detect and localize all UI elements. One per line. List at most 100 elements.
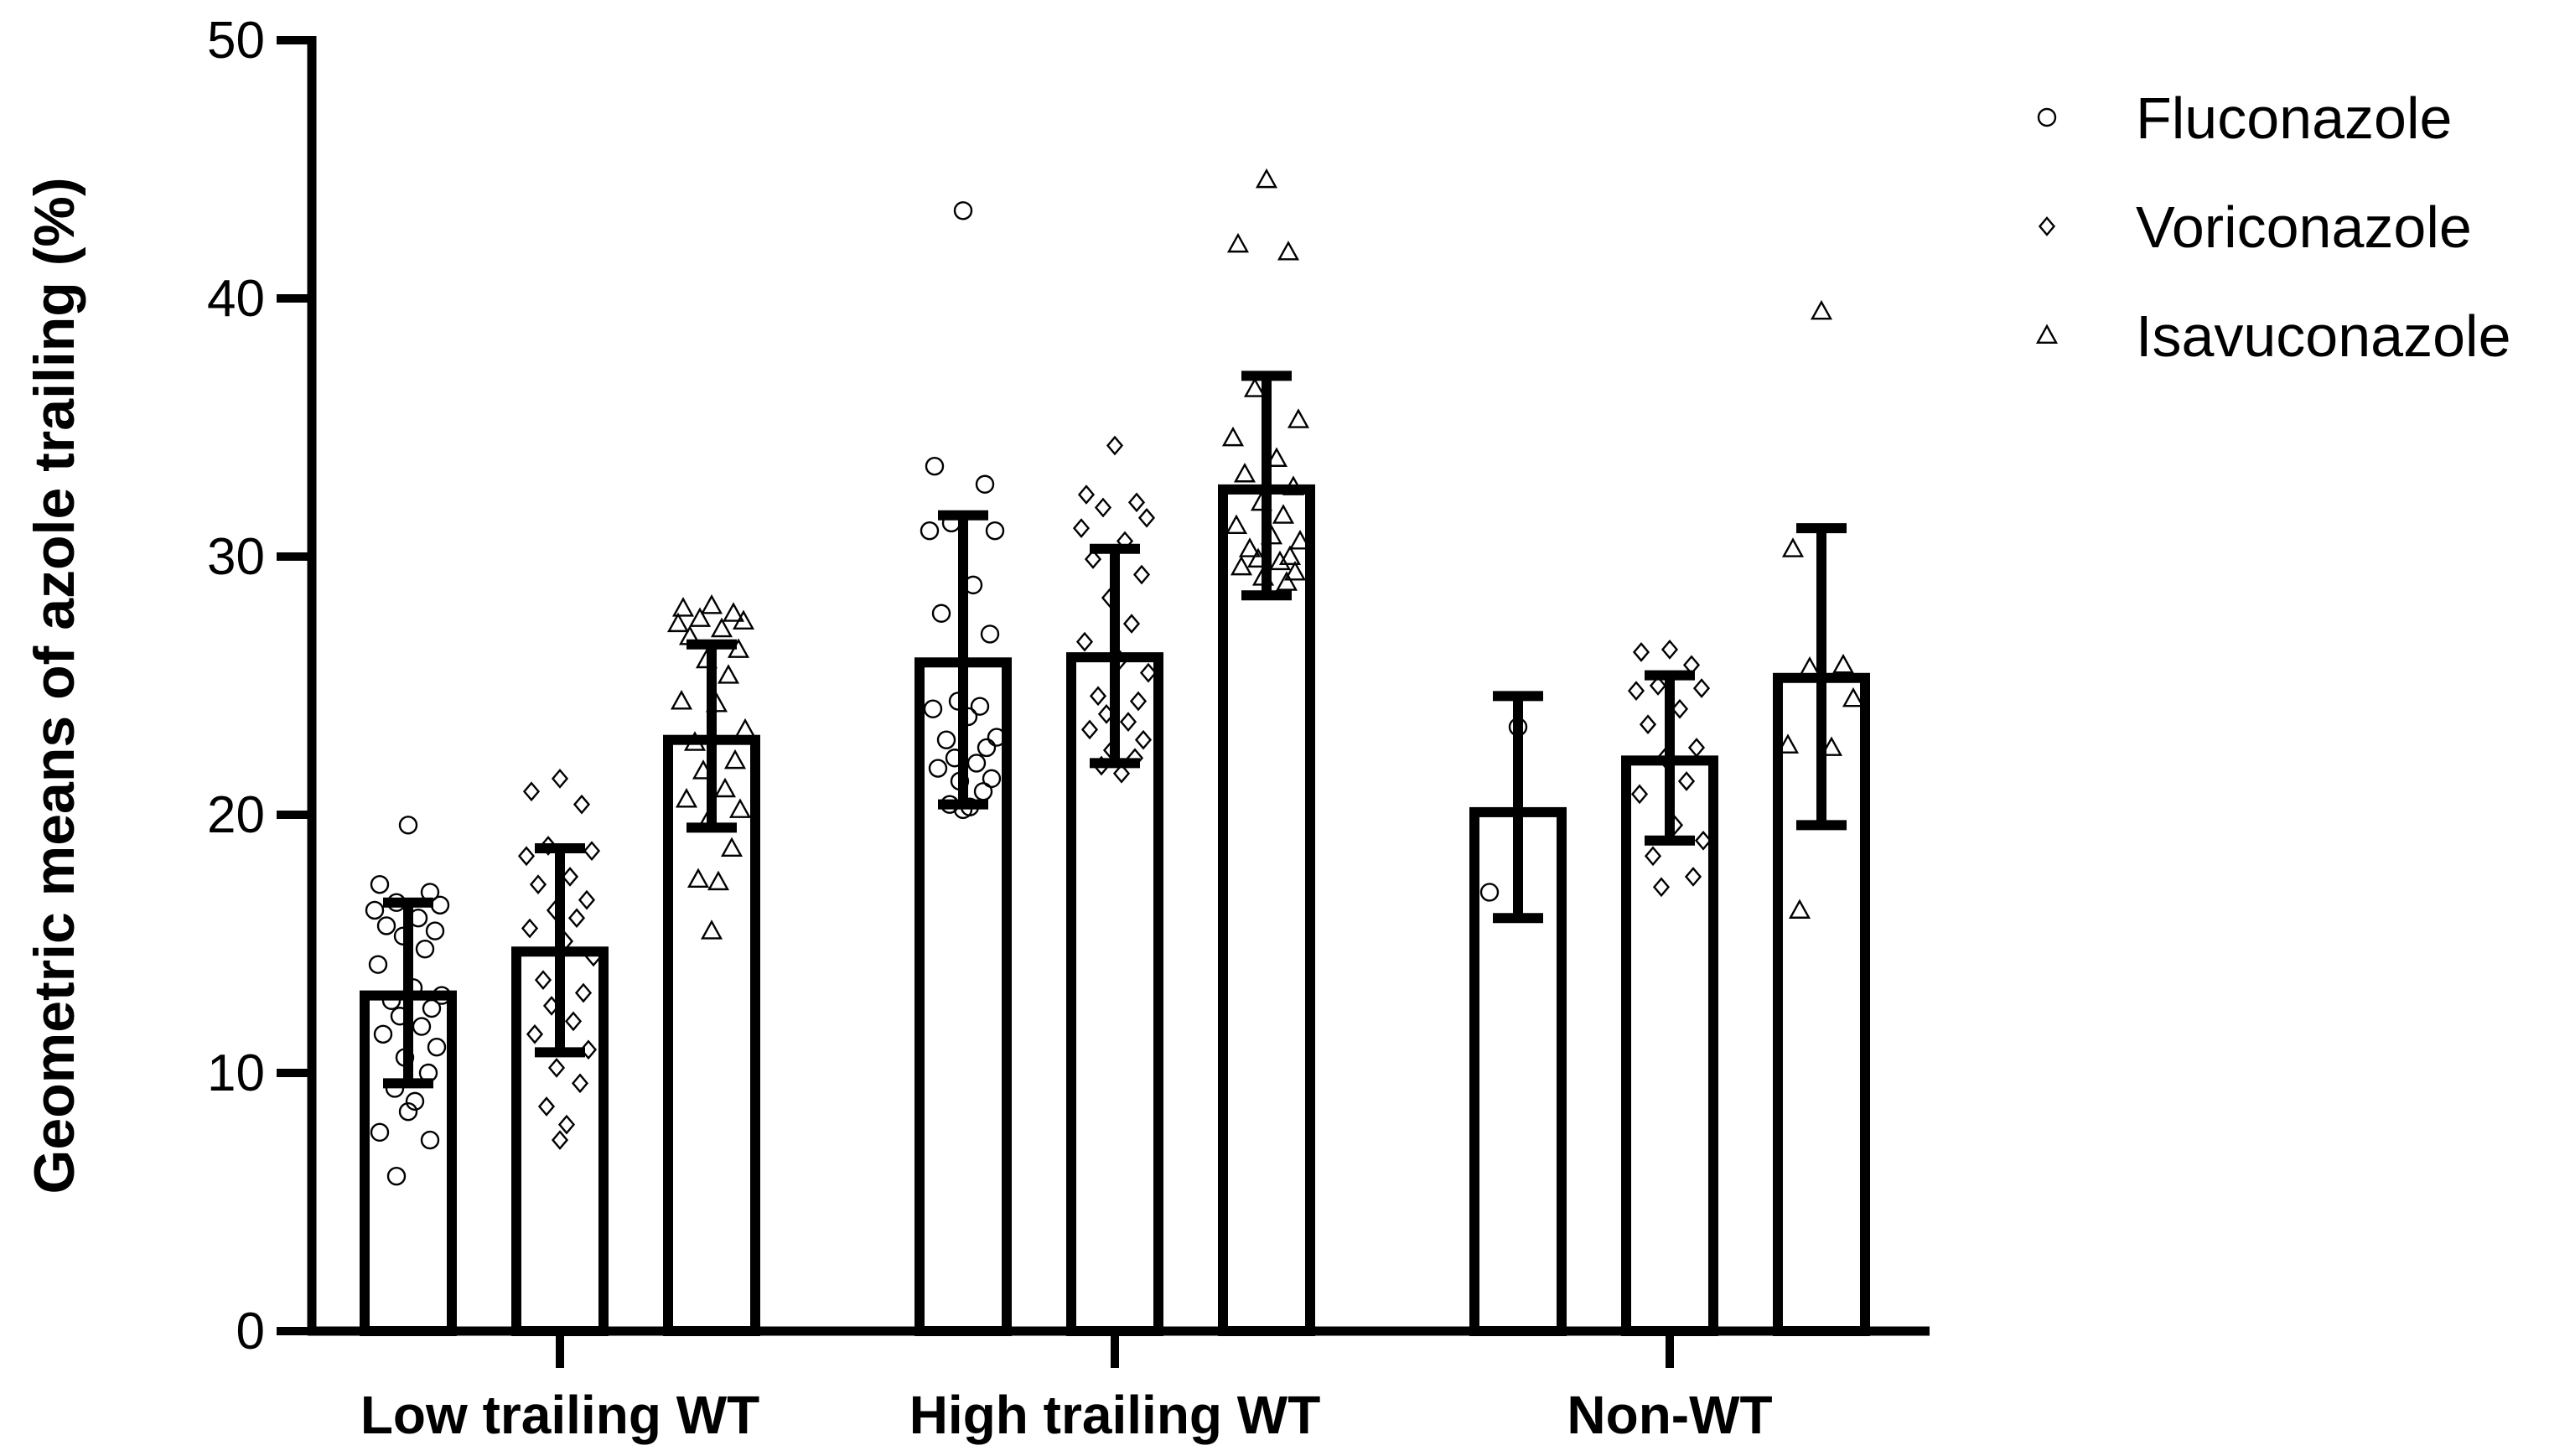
data-point-voriconazole xyxy=(574,982,593,1003)
data-point-fluconazole xyxy=(925,457,945,476)
data-point-voriconazole xyxy=(1089,686,1107,707)
data-point-voriconazole xyxy=(517,846,536,867)
data-point-voriconazole xyxy=(1132,564,1151,585)
data-point-isavuconazole xyxy=(1798,655,1821,676)
data-point-voriconazole xyxy=(583,841,601,861)
data-point-fluconazole xyxy=(415,939,435,959)
data-point-fluconazole xyxy=(975,474,995,494)
data-point-voriconazole xyxy=(1687,738,1706,758)
data-point-voriconazole xyxy=(557,1114,576,1135)
data-point-voriconazole xyxy=(1684,867,1702,887)
data-point-isavuconazole xyxy=(733,718,757,738)
data-point-isavuconazole xyxy=(688,607,712,627)
x-category-label: High trailing WT xyxy=(909,1385,1321,1445)
data-point-isavuconazole xyxy=(722,602,745,622)
x-category-label: Low trailing WT xyxy=(360,1385,759,1445)
x-category-label: Non-WT xyxy=(1567,1385,1772,1445)
data-point-isavuconazole xyxy=(1230,555,1253,576)
data-point-voriconazole xyxy=(1080,719,1099,740)
data-point-isavuconazole xyxy=(720,837,743,858)
data-point-isavuconazole xyxy=(675,788,698,808)
data-point-voriconazole xyxy=(537,1096,556,1117)
data-point-isavuconazole xyxy=(732,609,755,630)
data-point-voriconazole xyxy=(567,908,586,929)
data-point-fluconazole xyxy=(432,986,452,1005)
data-point-voriconazole xyxy=(1129,691,1148,712)
bar-voriconazole xyxy=(1621,755,1718,1336)
data-point-fluconazole xyxy=(376,916,396,935)
data-point-isavuconazole xyxy=(1275,571,1298,591)
points-layer xyxy=(365,168,1865,1186)
data-point-isavuconazole xyxy=(1810,299,1833,320)
data-point-fluconazole xyxy=(386,1166,407,1186)
data-point-voriconazole xyxy=(1139,662,1158,683)
data-point-isavuconazole xyxy=(1268,550,1292,571)
legend-marker-isavuconazole xyxy=(2035,324,2059,344)
data-point-voriconazole xyxy=(1694,830,1712,851)
y-tick-label: 0 xyxy=(236,1303,265,1360)
data-point-isavuconazole xyxy=(1272,504,1295,524)
data-point-fluconazole xyxy=(987,728,1007,747)
data-point-fluconazole xyxy=(985,521,1005,541)
data-point-voriconazole xyxy=(526,1023,544,1044)
data-point-fluconazole xyxy=(398,816,418,835)
data-point-isavuconazole xyxy=(1832,653,1855,674)
data-point-voriconazole xyxy=(547,1057,566,1078)
data-point-isavuconazole xyxy=(1283,561,1307,581)
data-point-voriconazole xyxy=(1112,763,1131,784)
data-point-voriconazole xyxy=(573,794,591,815)
y-tick-label: 40 xyxy=(207,270,265,328)
y-tick-label: 20 xyxy=(207,786,265,844)
data-point-isavuconazole xyxy=(1788,899,1811,919)
data-point-voriconazole xyxy=(1094,497,1112,518)
data-point-fluconazole xyxy=(365,900,385,920)
data-point-voriconazole xyxy=(1075,631,1094,652)
data-point-isavuconazole xyxy=(1277,241,1300,261)
data-point-fluconazole xyxy=(1479,883,1500,902)
data-point-fluconazole xyxy=(422,998,442,1018)
data-point-isavuconazole xyxy=(1820,736,1843,756)
data-point-voriconazole xyxy=(1134,729,1153,750)
data-point-isavuconazole xyxy=(710,617,733,638)
data-point-fluconazole xyxy=(920,521,940,541)
data-point-voriconazole xyxy=(1630,784,1649,805)
data-point-voriconazole xyxy=(539,836,557,856)
data-point-voriconazole xyxy=(1671,698,1689,719)
bar-voriconazole xyxy=(511,946,609,1336)
data-point-isavuconazole xyxy=(1288,530,1312,550)
data-point-voriconazole xyxy=(1652,877,1671,898)
data-point-isavuconazole xyxy=(1278,545,1302,565)
data-point-isavuconazole xyxy=(1781,537,1805,557)
y-tick-label: 30 xyxy=(207,528,265,586)
data-point-fluconazole xyxy=(398,1101,418,1122)
data-point-fluconazole xyxy=(970,697,990,716)
ticks-layer: 0 10 20 30 40 50 Low trailing WT High trailing … xyxy=(207,12,1773,1445)
data-point-fluconazole xyxy=(953,201,973,220)
data-point-voriconazole xyxy=(571,1073,589,1094)
data-point-fluconazole xyxy=(425,921,445,940)
data-point-fluconazole xyxy=(430,895,450,915)
legend-marker-voriconazole xyxy=(2038,216,2056,236)
data-point-fluconazole xyxy=(420,1130,440,1150)
data-point-isavuconazole xyxy=(683,731,707,751)
data-point-isavuconazole xyxy=(686,868,710,889)
data-point-voriconazole xyxy=(1661,640,1679,660)
data-point-voriconazole xyxy=(1627,681,1645,702)
data-point-voriconazole xyxy=(584,946,603,967)
data-point-voriconazole xyxy=(529,874,547,895)
data-point-isavuconazole xyxy=(1282,475,1305,495)
data-point-isavuconazole xyxy=(707,870,730,891)
errorbars-layer xyxy=(383,370,1847,1089)
data-point-fluconazole xyxy=(370,874,390,894)
y-axis-title: Geometric means of azole trailing (%) xyxy=(23,178,86,1194)
data-point-voriconazole xyxy=(1072,518,1091,538)
data-point-isavuconazole xyxy=(728,798,752,818)
legend-label: Voriconazole xyxy=(2136,194,2472,260)
data-point-isavuconazole xyxy=(666,612,690,633)
data-point-voriconazole xyxy=(1127,492,1146,513)
data-point-voriconazole xyxy=(1644,846,1662,867)
data-point-fluconazole xyxy=(928,759,948,778)
data-point-isavuconazole xyxy=(1287,408,1310,428)
data-point-fluconazole xyxy=(977,738,997,758)
